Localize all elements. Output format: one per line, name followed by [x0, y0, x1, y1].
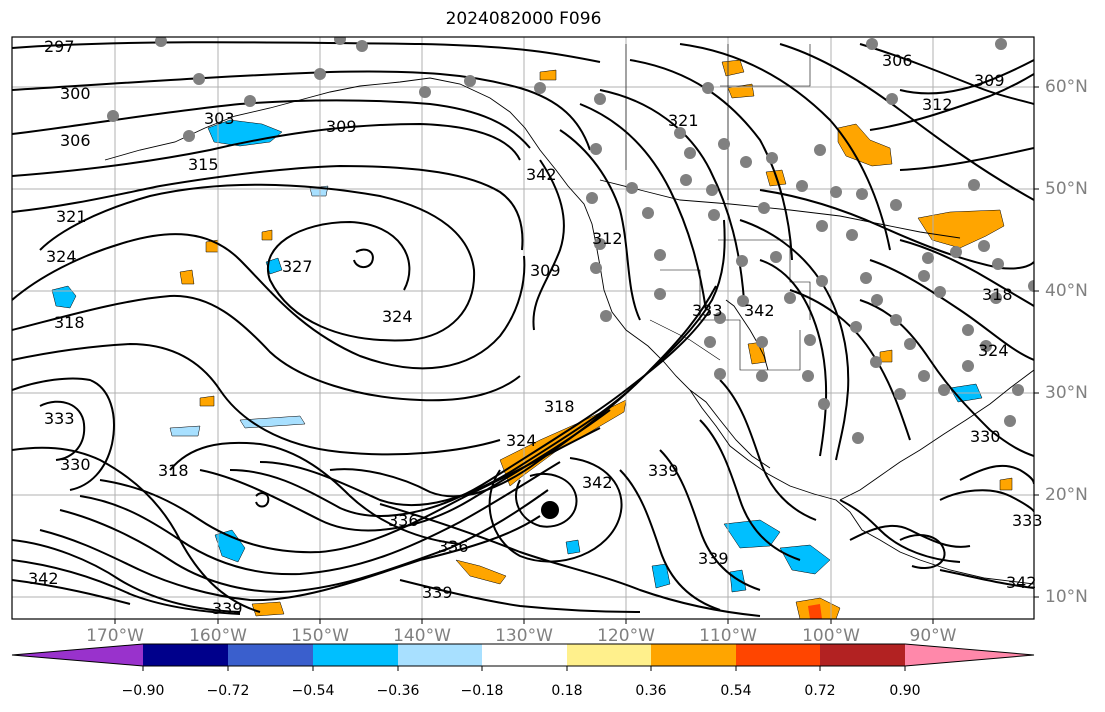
colorbar-tick-label: −0.72: [207, 683, 250, 699]
contour-label: 321: [56, 207, 87, 226]
colorbar-extend-left: [12, 644, 143, 666]
contour-label: 306: [60, 131, 91, 150]
contour-label: 309: [974, 71, 1005, 90]
shaded-patch-orange: [880, 350, 892, 362]
contour-label: 333: [44, 409, 75, 428]
contour-label: 333: [692, 301, 723, 320]
contour-label: 312: [922, 95, 953, 114]
contour-label: 339: [212, 599, 243, 618]
colorbar-tick-label: −0.18: [461, 683, 504, 699]
colorbar-segment: [398, 644, 482, 666]
colorbar-segment: [736, 644, 820, 666]
contour-label: 318: [982, 285, 1013, 304]
contour-label: 306: [882, 51, 913, 70]
contour-label: 318: [54, 313, 85, 332]
contour-label: 309: [530, 261, 561, 280]
longitude-label: 120°W: [597, 626, 655, 646]
shaded-patch-orange: [262, 230, 272, 240]
contour-label: 303: [204, 109, 235, 128]
colorbar-tick-label: 0.54: [720, 683, 751, 699]
contour-label: 342: [744, 301, 775, 320]
longitude-label: 160°W: [189, 626, 247, 646]
colorbar-segment: [313, 644, 398, 666]
latitude-label: 50°N: [1045, 179, 1088, 199]
longitude-label: 170°W: [86, 626, 144, 646]
contour-label: 321: [668, 111, 699, 130]
contour-label: 330: [60, 455, 91, 474]
contour-label: 315: [188, 155, 219, 174]
contour-label: 324: [46, 247, 77, 266]
latitude-label: 10°N: [1045, 587, 1088, 607]
shaded-patch-orange: [200, 396, 214, 406]
contour-label: 324: [506, 431, 537, 450]
shaded-patch-orange: [180, 270, 194, 284]
colorbar-tick-label: 0.36: [635, 683, 666, 699]
longitude-label: 110°W: [699, 626, 757, 646]
colorbar-tick-label: 0.18: [551, 683, 582, 699]
shaded-patch-orange: [540, 70, 556, 80]
contour-label: 342: [582, 473, 613, 492]
colorbar-segment: [567, 644, 651, 666]
latitude-label: 40°N: [1045, 281, 1088, 301]
colorbar-segment: [143, 644, 228, 666]
colorbar-tick-label: 0.72: [804, 683, 835, 699]
longitude-label: 140°W: [393, 626, 451, 646]
colorbar-tick-label: −0.90: [122, 683, 165, 699]
longitude-label: 90°W: [910, 626, 957, 646]
contour-label: 336: [388, 511, 419, 530]
contour-label: 318: [544, 397, 575, 416]
contour-label: 339: [698, 549, 729, 568]
longitude-label: 150°W: [291, 626, 349, 646]
colorbar-tick-label: −0.54: [292, 683, 335, 699]
contour-label: 339: [648, 461, 679, 480]
colorbar-segment: [651, 644, 736, 666]
contour-label: 297: [44, 37, 75, 56]
colorbar-segment: [228, 644, 313, 666]
contour-label: 342: [526, 165, 557, 184]
shaded-patch-cyan: [566, 540, 580, 554]
contour-label: 312: [592, 229, 623, 248]
colorbar-segment: [482, 644, 567, 666]
longitude-label: 130°W: [495, 626, 553, 646]
colorbar-extend-right: [905, 644, 1034, 666]
latitude-label: 20°N: [1045, 485, 1088, 505]
colorbar-tick-label: −0.36: [377, 683, 420, 699]
colorbar-segment: [820, 644, 905, 666]
contour-label: 324: [978, 341, 1009, 360]
contour-label: 342: [28, 569, 59, 588]
cyclone-center-marker: [541, 501, 559, 519]
longitude-label: 100°W: [802, 626, 860, 646]
contour-label: 309: [326, 117, 357, 136]
contour-label: 330: [970, 427, 1001, 446]
shaded-patch-orange: [1000, 478, 1012, 490]
contour-label: 318: [158, 461, 189, 480]
contour-label: 327: [282, 257, 313, 276]
shaded-patch-orange: [252, 602, 284, 616]
contour-label: 336: [438, 537, 469, 556]
latitude-label: 60°N: [1045, 77, 1088, 97]
latitude-label: 30°N: [1045, 383, 1088, 403]
shaded-patch-red: [808, 604, 822, 619]
colorbar: [12, 644, 1034, 671]
shaded-patch-lightblue: [170, 426, 200, 436]
contour-label: 300: [60, 84, 91, 103]
contour-label: 333: [1012, 511, 1043, 530]
colorbar-tick-label: 0.90: [889, 683, 920, 699]
contour-label: 324: [382, 307, 413, 326]
contour-label: 339: [422, 583, 453, 602]
contour-label: 342: [1006, 573, 1037, 592]
